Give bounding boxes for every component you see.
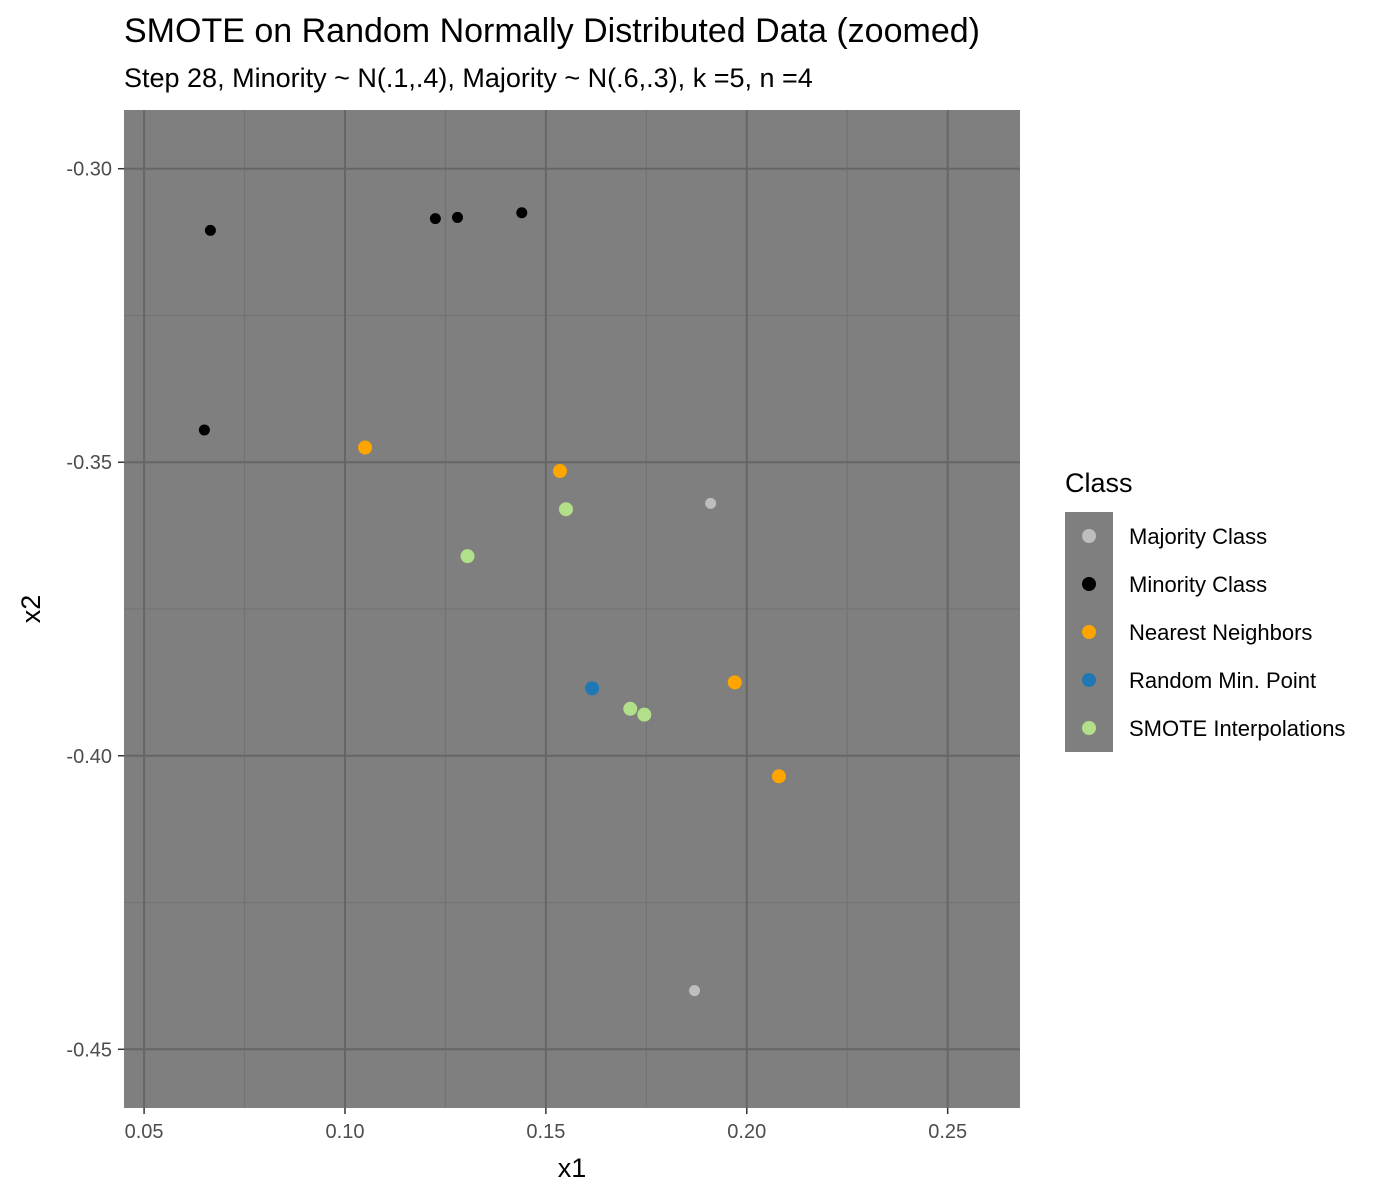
legend-label: Random Min. Point bbox=[1129, 668, 1316, 693]
y-tick-label: -0.45 bbox=[66, 1039, 112, 1061]
data-point bbox=[585, 681, 600, 696]
x-tick-label: 0.25 bbox=[928, 1121, 967, 1143]
data-point bbox=[623, 701, 638, 716]
legend-title: Class bbox=[1065, 468, 1133, 498]
x-tick-label: 0.20 bbox=[727, 1121, 766, 1143]
x-axis-title: x1 bbox=[558, 1153, 587, 1183]
chart-subtitle: Step 28, Minority ~ N(.1,.4), Majority ~… bbox=[124, 63, 813, 93]
legend-label: Minority Class bbox=[1129, 572, 1267, 597]
x-tick-label: 0.10 bbox=[326, 1121, 365, 1143]
data-point bbox=[705, 497, 717, 509]
legend-label: Nearest Neighbors bbox=[1129, 620, 1312, 645]
y-axis-title: x2 bbox=[16, 595, 46, 624]
data-points bbox=[198, 207, 786, 997]
minor-gridlines bbox=[124, 110, 1020, 1108]
data-point bbox=[689, 985, 701, 997]
data-point bbox=[198, 424, 210, 436]
x-axis-ticks: 0.05 0.10 0.15 0.20 0.25 bbox=[125, 1108, 967, 1143]
data-point bbox=[358, 440, 373, 455]
y-tick-label: -0.35 bbox=[66, 452, 112, 474]
data-point bbox=[460, 549, 475, 564]
major-gridlines bbox=[124, 110, 1020, 1108]
x-tick-label: 0.05 bbox=[125, 1121, 164, 1143]
legend-label: SMOTE Interpolations bbox=[1129, 716, 1345, 741]
data-point bbox=[558, 502, 573, 517]
legend-key bbox=[1082, 577, 1096, 591]
legend-key bbox=[1082, 529, 1096, 543]
data-point bbox=[637, 707, 652, 722]
y-axis-ticks: -0.30 -0.35 -0.40 -0.45 bbox=[66, 159, 124, 1061]
legend-key bbox=[1082, 625, 1096, 639]
chart-title: SMOTE on Random Normally Distributed Dat… bbox=[124, 12, 980, 50]
legend-key bbox=[1082, 721, 1096, 735]
legend-label: Majority Class bbox=[1129, 524, 1267, 549]
legend: Majority Class Minority Class Nearest Neig… bbox=[1065, 512, 1345, 752]
data-point bbox=[516, 207, 528, 219]
data-point bbox=[771, 769, 786, 784]
legend-key bbox=[1082, 673, 1096, 687]
x-tick-label: 0.15 bbox=[526, 1121, 565, 1143]
data-point bbox=[451, 211, 463, 223]
data-point bbox=[552, 464, 567, 479]
data-point bbox=[204, 224, 216, 236]
y-tick-label: -0.40 bbox=[66, 746, 112, 768]
data-point bbox=[727, 675, 742, 690]
y-tick-label: -0.30 bbox=[66, 159, 112, 181]
data-point bbox=[429, 213, 441, 225]
